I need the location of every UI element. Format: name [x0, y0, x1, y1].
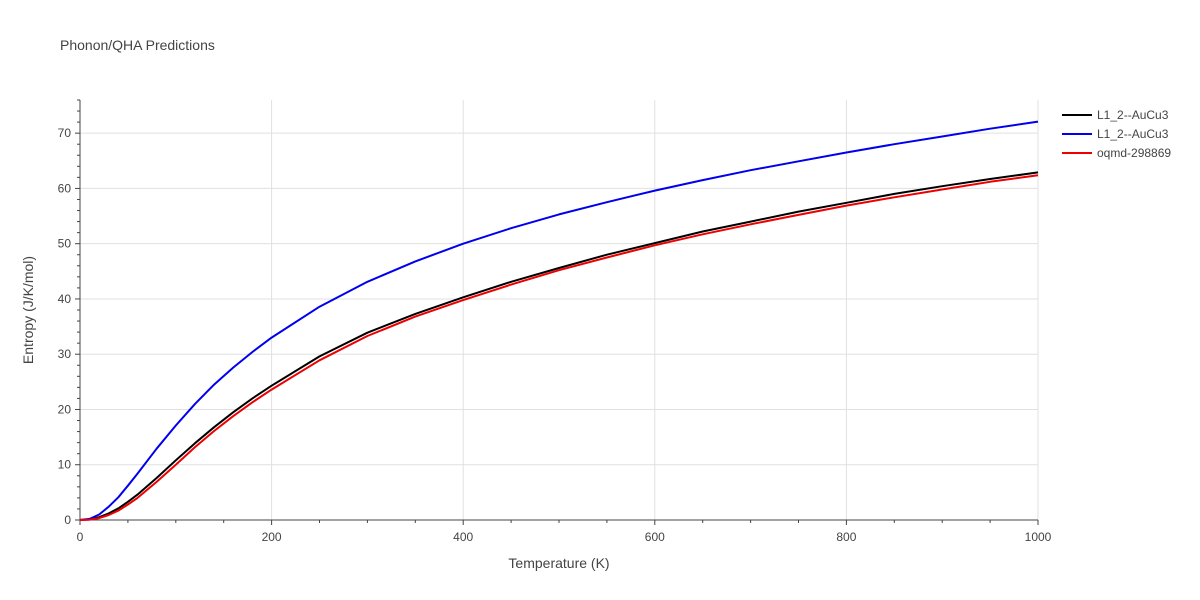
chart-title: Phonon/QHA Predictions [60, 37, 215, 53]
y-tick-label: 30 [58, 347, 72, 361]
series-lines [79, 120, 1039, 521]
series-line-3 [79, 174, 1039, 521]
x-tick-label: 0 [77, 530, 84, 544]
x-tick-label: 400 [453, 530, 473, 544]
x-tick-label: 1000 [1025, 530, 1052, 544]
legend-label: L1_2--AuCu3 [1097, 127, 1169, 141]
y-tick-label: 0 [64, 513, 71, 527]
x-tick-label: 600 [645, 530, 665, 544]
grid [80, 100, 1039, 520]
tick-labels: 0 200 400 600 800 1000 0 10 20 30 40 50 60 70 [58, 126, 1052, 544]
y-tick-label: 40 [58, 292, 72, 306]
x-tick-label: 200 [262, 530, 282, 544]
y-tick-label: 20 [58, 402, 72, 416]
y-tick-label: 10 [58, 458, 72, 472]
legend-item-1[interactable]: L1_2--AuCu3 [1062, 108, 1169, 122]
y-tick-label: 60 [58, 181, 72, 195]
axes [75, 99, 1039, 525]
series-line-2 [79, 120, 1039, 521]
legend-item-2[interactable]: L1_2--AuCu3 [1062, 127, 1169, 141]
legend-label: L1_2--AuCu3 [1097, 108, 1169, 122]
legend-label: oqmd-298869 [1097, 146, 1171, 160]
y-tick-label: 50 [58, 237, 72, 251]
x-axis-label: Temperature (K) [508, 555, 609, 571]
legend-item-3[interactable]: oqmd-298869 [1062, 146, 1171, 160]
x-tick-label: 800 [836, 530, 856, 544]
legend[interactable]: L1_2--AuCu3 L1_2--AuCu3 oqmd-298869 [1062, 108, 1171, 160]
y-tick-label: 70 [58, 126, 72, 140]
y-axis-label: Entropy (J/K/mol) [20, 256, 36, 364]
series-line-1 [79, 171, 1039, 521]
